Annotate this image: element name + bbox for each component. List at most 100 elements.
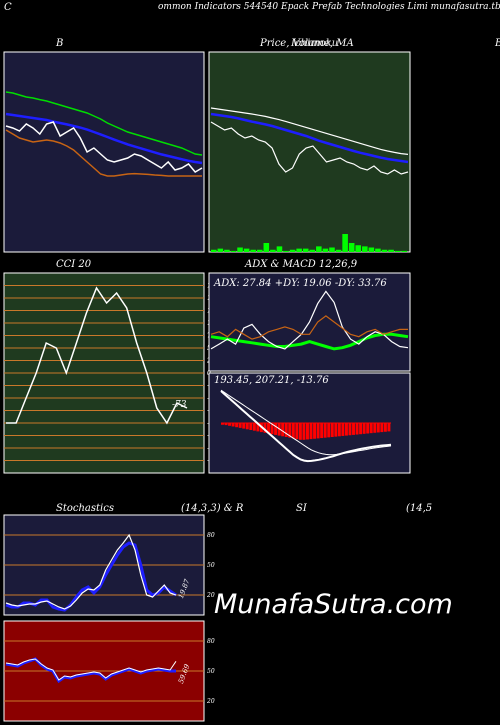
macd-histogram-bar bbox=[323, 423, 327, 438]
macd-histogram-bar bbox=[238, 423, 242, 428]
adx-DY-line bbox=[210, 290, 409, 350]
volume-bar bbox=[250, 249, 256, 252]
price-ma-title: Price, Volume, MA bbox=[260, 38, 354, 49]
macd-histogram-bar bbox=[306, 423, 309, 440]
bollinger-panel bbox=[3, 51, 205, 253]
macd-histogram-bar bbox=[309, 423, 313, 440]
macd-histogram-bar bbox=[320, 423, 324, 439]
volume-bar bbox=[302, 248, 309, 252]
stochastics-tick-label: 20 bbox=[206, 592, 215, 599]
macd-histogram-bar bbox=[348, 423, 352, 436]
macd-histogram-bar bbox=[267, 423, 270, 434]
volume-bar bbox=[224, 249, 230, 252]
volume-bar bbox=[362, 246, 368, 252]
macd-histogram-bar bbox=[380, 423, 384, 433]
price-ma-moving-average-line-2 bbox=[210, 107, 409, 155]
macd-histogram-bar bbox=[327, 423, 331, 438]
macd-readout: 193.45, 207.21, -13.76 bbox=[214, 375, 329, 386]
macd-histogram-bar bbox=[316, 423, 320, 439]
volume-bar bbox=[348, 243, 355, 252]
page-title: ommon Indicators 544540 Epack Prefab Tec… bbox=[158, 2, 500, 12]
volume-bar bbox=[375, 248, 381, 252]
macd-histogram-bar bbox=[235, 423, 239, 428]
volume-bar bbox=[322, 248, 329, 252]
macd-line bbox=[220, 390, 392, 463]
stochastics-tick-label: 80 bbox=[207, 532, 215, 539]
macd-histogram-bar bbox=[245, 423, 249, 430]
volume-bar bbox=[401, 250, 407, 252]
stochastics-params: (14,3,3) & R bbox=[181, 503, 244, 514]
macd-histogram-bar bbox=[366, 423, 370, 434]
volume-bar bbox=[381, 249, 388, 252]
macd-histogram-bar bbox=[355, 423, 359, 435]
macd-histogram-bar bbox=[302, 423, 306, 440]
macd-histogram-bar bbox=[231, 423, 235, 427]
macd-histogram-bar bbox=[295, 423, 299, 440]
macd-histogram-bar bbox=[373, 423, 377, 433]
bollinger-lower-band-line bbox=[5, 129, 202, 177]
macd-histogram-bar bbox=[263, 423, 267, 433]
rsi-tick-label: 50 bbox=[207, 668, 215, 675]
bollinger-edge-label: B bbox=[495, 38, 500, 49]
brand-watermark: MunafaSutra.com bbox=[214, 589, 453, 620]
macd-signal-line bbox=[220, 389, 392, 456]
cci-current-label: -73 bbox=[172, 400, 187, 410]
macd-histogram-bar bbox=[362, 423, 366, 434]
volume-bar bbox=[230, 250, 237, 252]
rsi-title: SI bbox=[296, 503, 307, 514]
macd-histogram-bar bbox=[224, 423, 228, 426]
cci-line bbox=[6, 286, 188, 425]
adx-macd-title: ADX & MACD 12,26,9 bbox=[245, 259, 358, 270]
corner-letter: C bbox=[4, 2, 12, 13]
volume-bar bbox=[388, 249, 394, 252]
macd-histogram-bar bbox=[369, 423, 373, 434]
macd-histogram-bar bbox=[242, 423, 246, 429]
volume-bar bbox=[283, 250, 289, 252]
price-ma-moving-average-line-1 bbox=[210, 112, 409, 164]
volume-bar bbox=[329, 247, 335, 252]
volume-bar bbox=[237, 247, 243, 252]
volume-bar bbox=[211, 249, 217, 252]
volume-bar bbox=[289, 249, 296, 252]
macd-histogram-bar bbox=[284, 423, 288, 437]
macd-histogram-bar bbox=[337, 423, 341, 437]
volume-bar bbox=[296, 248, 302, 252]
macd-histogram-bar bbox=[344, 423, 348, 436]
volume-bar bbox=[335, 249, 342, 252]
volume-bar bbox=[256, 249, 263, 252]
volume-bar bbox=[270, 249, 276, 252]
macd-histogram-bar bbox=[334, 423, 338, 437]
rsi-line-white bbox=[5, 658, 177, 681]
volume-bar bbox=[355, 245, 362, 252]
adx-DY-line bbox=[210, 315, 408, 340]
bollinger-title: B bbox=[56, 38, 64, 49]
macd-histogram-bar bbox=[341, 423, 345, 436]
macd-histogram-bar bbox=[352, 423, 355, 435]
rsi-tick-label: 80 bbox=[207, 638, 215, 645]
rsi-tick-label: 20 bbox=[206, 698, 215, 705]
macd-histogram-bar bbox=[274, 423, 278, 435]
stochastics-title: Stochastics bbox=[56, 503, 114, 514]
bollinger-middle-band-line bbox=[5, 112, 203, 165]
stochastics-d-line bbox=[5, 533, 177, 610]
volume-bar bbox=[316, 246, 322, 252]
macd-histogram-bar bbox=[383, 423, 387, 432]
stochastics-tick-label: 50 bbox=[207, 562, 215, 569]
macd-histogram-bar bbox=[376, 423, 380, 433]
macd-histogram-bar bbox=[221, 423, 224, 425]
ichimoku-title: Ichimoku bbox=[291, 38, 339, 49]
volume-bar bbox=[342, 234, 348, 252]
macd-histogram-bar bbox=[256, 423, 260, 432]
volume-bar bbox=[243, 248, 250, 252]
macd-histogram-bar bbox=[359, 423, 363, 435]
volume-bar bbox=[276, 246, 283, 252]
volume-bar bbox=[217, 248, 224, 252]
macd-histogram-bar bbox=[281, 423, 285, 437]
price-ma-panel bbox=[208, 51, 411, 253]
macd-histogram-bar bbox=[270, 423, 274, 435]
macd-histogram-bar bbox=[298, 423, 302, 440]
volume-bar bbox=[394, 250, 401, 252]
bollinger-upper-band-line bbox=[5, 91, 203, 156]
